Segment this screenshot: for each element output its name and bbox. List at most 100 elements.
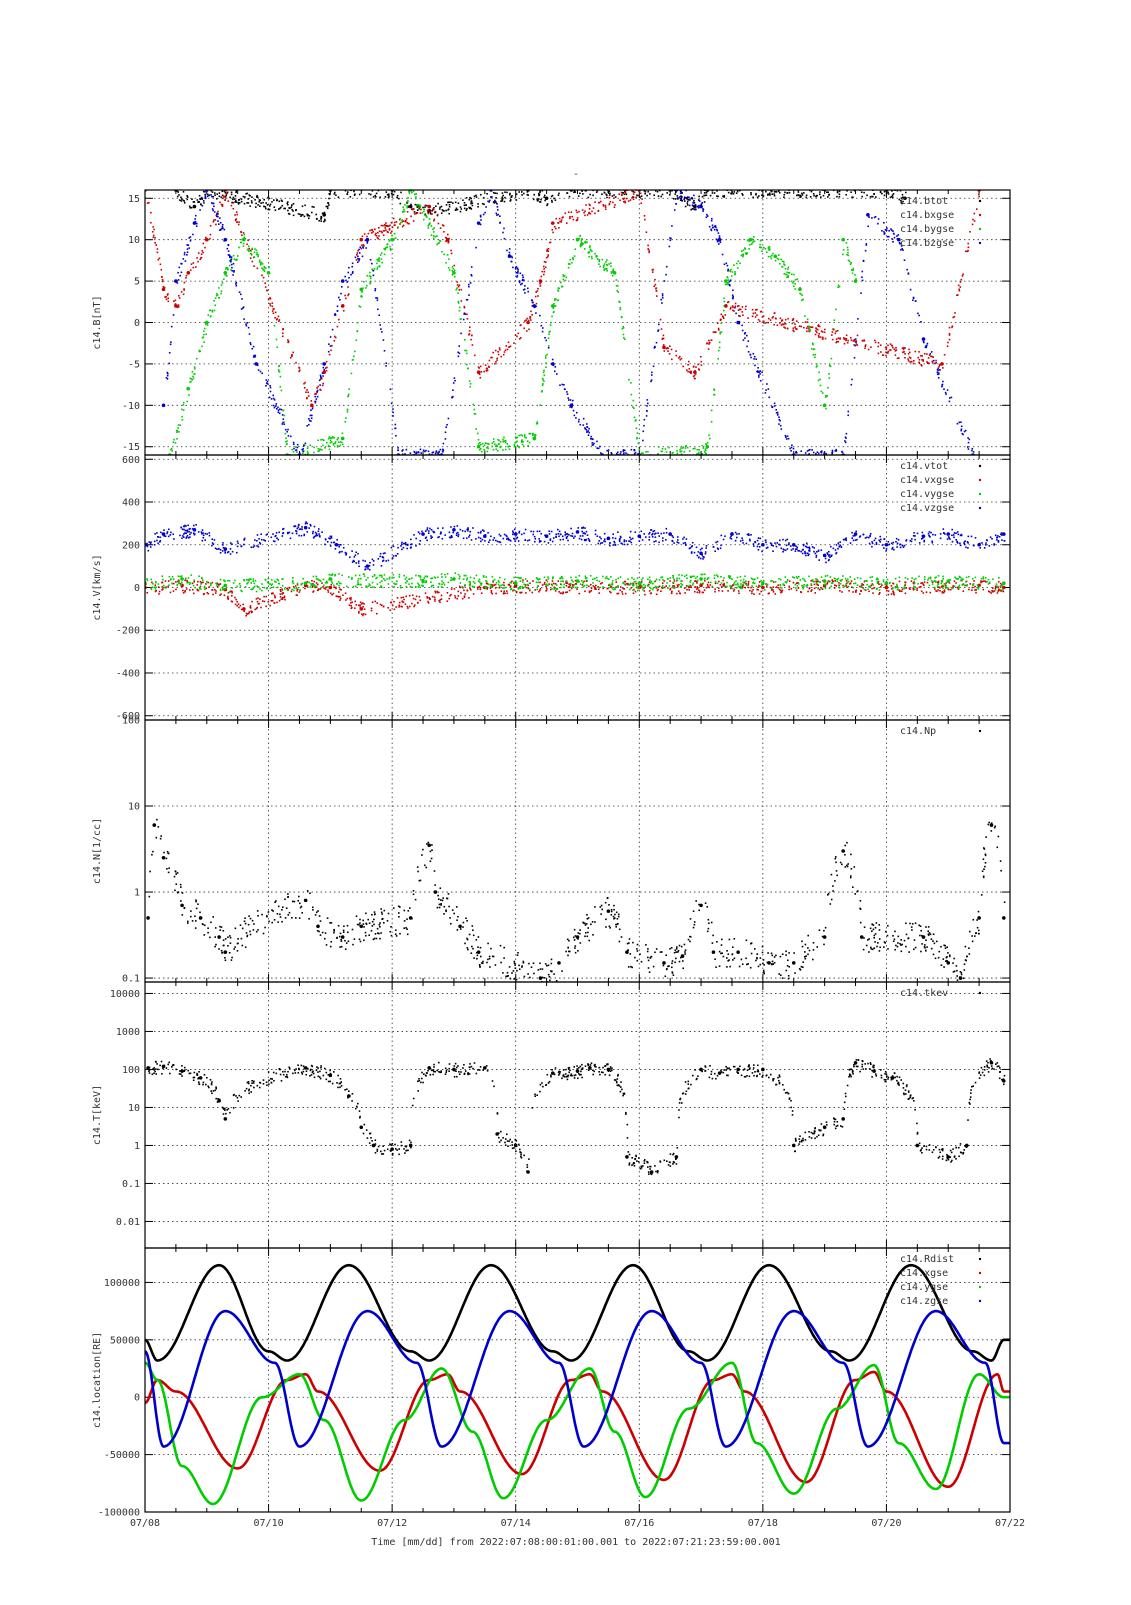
data-point (749, 244, 751, 246)
data-point (308, 424, 310, 426)
data-point (265, 606, 267, 608)
data-point (732, 305, 734, 307)
data-point (617, 184, 619, 186)
data-point (393, 218, 395, 220)
data-point (209, 238, 211, 240)
data-point (434, 600, 436, 602)
data-point (548, 248, 550, 250)
data-point (583, 424, 585, 426)
data-point (670, 588, 672, 590)
data-point (722, 590, 724, 592)
data-point (718, 232, 720, 234)
data-point (371, 610, 373, 612)
data-point (545, 340, 547, 342)
data-point (495, 584, 497, 586)
data-point (748, 340, 750, 342)
data-point (381, 252, 383, 254)
data-point (250, 253, 252, 255)
data-point (824, 329, 826, 331)
data-point (792, 184, 794, 186)
data-point (791, 281, 793, 283)
data-point (266, 382, 268, 384)
data-point (917, 313, 919, 315)
data-point (596, 447, 598, 449)
data-point (965, 581, 967, 583)
data-point (758, 376, 760, 378)
data-point (541, 391, 543, 393)
data-point (568, 263, 570, 265)
data-point (265, 202, 267, 204)
data-point (520, 434, 522, 436)
data-point (480, 366, 482, 368)
data-point (706, 214, 708, 216)
data-point (392, 412, 394, 414)
data-point (806, 195, 808, 197)
data-point (263, 269, 265, 271)
data-point (763, 315, 765, 317)
data-point (915, 351, 917, 353)
data-point (646, 195, 648, 197)
data-point (366, 285, 368, 287)
data-point (802, 461, 804, 463)
data-point (545, 267, 547, 269)
data-point (774, 312, 776, 314)
data-point (193, 262, 195, 264)
data-point (394, 428, 396, 430)
data-point (873, 193, 875, 195)
data-point (360, 602, 362, 604)
data-point (785, 274, 787, 276)
data-point (889, 187, 891, 189)
data-point (440, 449, 442, 451)
data-point (267, 271, 271, 275)
data-point (212, 311, 214, 313)
data-point (780, 318, 782, 320)
data-point (291, 449, 293, 451)
data-point (569, 585, 571, 587)
data-point (381, 605, 383, 607)
data-point (785, 187, 787, 189)
data-point (328, 351, 330, 353)
data-point (270, 391, 272, 393)
data-point (807, 186, 809, 188)
data-point (278, 369, 280, 371)
data-point (205, 196, 207, 198)
data-point (766, 187, 768, 189)
data-point (853, 268, 855, 270)
data-point (301, 214, 303, 216)
data-point (464, 595, 466, 597)
data-point (719, 347, 721, 349)
data-point (864, 347, 866, 349)
data-point (619, 301, 621, 303)
data-point (992, 587, 994, 589)
data-point (962, 274, 964, 276)
data-point (727, 187, 729, 189)
data-point (433, 235, 435, 237)
data-point (167, 373, 169, 375)
data-point (834, 584, 836, 586)
data-point (278, 316, 280, 318)
data-point (759, 373, 761, 375)
data-point (324, 219, 326, 221)
data-point (546, 588, 548, 590)
data-point (729, 281, 731, 283)
data-point (765, 185, 767, 187)
data-point (756, 186, 758, 188)
data-point (415, 198, 417, 200)
data-point (330, 593, 332, 595)
data-point (193, 378, 195, 380)
data-point (860, 188, 862, 190)
data-point (455, 289, 457, 291)
data-point (251, 601, 253, 603)
data-point (275, 597, 277, 599)
data-point (551, 201, 553, 203)
data-point (677, 586, 679, 588)
data-point (765, 248, 767, 250)
data-point (817, 587, 819, 589)
data-point (990, 592, 992, 594)
data-point (802, 194, 804, 196)
data-point (498, 440, 500, 442)
data-point (475, 428, 477, 430)
data-point (676, 355, 678, 357)
data-point (688, 589, 690, 591)
data-point (956, 294, 958, 296)
